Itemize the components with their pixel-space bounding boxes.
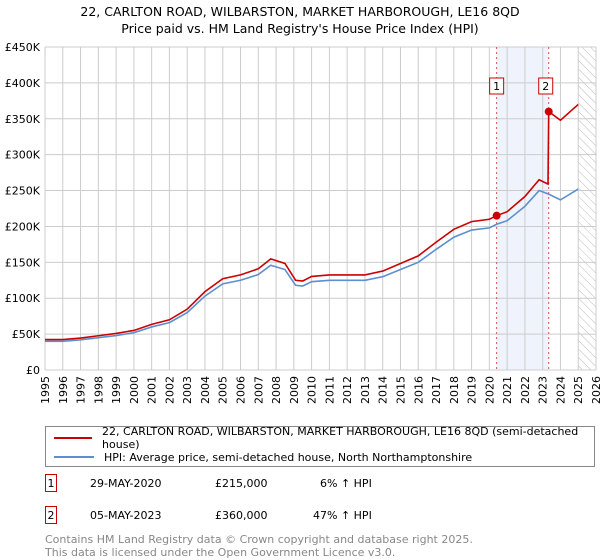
x-tick-label: 1999 [110,376,123,404]
transaction-badge: 2 [45,506,57,524]
price-chart: 1995 1996 1997 1998 1999 2000 2001 2002 2003 2004… [5,41,600,404]
legend-label: 22, CARLTON ROAD, WILBARSTON, MARKET HAR… [102,425,579,451]
x-tick-label: 1995 [39,376,52,404]
x-tick-label: 2023 [537,376,550,404]
sale-badge [538,77,554,95]
sale-badge [489,77,505,95]
chart-subtitle: Price paid vs. HM Land Registry's House … [121,21,479,36]
legend: 22, CARLTON ROAD, WILBARSTON, MARKET HAR… [45,425,595,467]
x-tick-label: 2000 [128,376,141,404]
x-tick-label: 2010 [306,376,319,404]
forecast-hatch [578,47,596,370]
x-tick-label: 2011 [323,376,336,404]
chart-title: 22, CARLTON ROAD, WILBARSTON, MARKET HAR… [80,4,520,19]
x-tick-label: 2008 [270,376,283,404]
sale-badge-label: 1 [493,80,500,93]
y-tick-label: £400K [5,77,41,90]
x-tick-label: 2001 [146,376,159,404]
x-tick-label: 2020 [483,376,496,404]
y-tick-label: £0 [26,364,40,377]
y-tick-label: £450K [5,41,41,54]
x-tick-label: 2026 [590,376,600,404]
x-tick-label: 2005 [217,376,230,404]
legend-item-property: 22, CARLTON ROAD, WILBARSTON, MARKET HAR… [54,425,594,451]
y-tick-label: £350K [5,113,41,126]
transaction-row: 2 05-MAY-2023 £360,000 47% ↑ HPI [45,506,545,526]
sale-point [544,107,553,116]
x-tick-label: 1998 [92,376,105,404]
x-tick-label: 2003 [181,376,194,404]
property-price-line [45,103,579,341]
footer-copyright: Contains HM Land Registry data © Crown c… [45,533,473,546]
y-tick-label: £200K [5,220,41,233]
x-tick-label: 2025 [572,376,585,404]
transaction-price: £360,000 [215,509,268,522]
x-tick-label: 2021 [501,376,514,404]
x-tick-label: 2013 [359,376,372,404]
x-tick-label: 2017 [430,376,443,404]
hpi-line [45,188,579,343]
x-tick-label: 1996 [57,376,70,404]
y-tick-label: £250K [5,185,41,198]
transaction-row: 1 29-MAY-2020 £215,000 6% ↑ HPI [45,474,545,494]
x-tick-label: 2012 [341,376,354,404]
x-tick-label: 2006 [235,376,248,404]
legend-label: HPI: Average price, semi-detached house,… [104,450,473,464]
y-tick-label: £100K [5,292,41,305]
footer: Contains HM Land Registry data © Crown c… [45,533,473,559]
x-tick-label: 2004 [199,376,212,404]
transaction-badge: 1 [45,474,57,492]
x-tick-label: 1997 [75,376,88,404]
x-tick-label: 2019 [466,376,479,404]
transaction-delta: 47% ↑ HPI [313,509,372,522]
sale-badge-label: 2 [542,80,549,93]
x-tick-label: 2015 [394,376,407,404]
transaction-delta: 6% ↑ HPI [320,477,372,490]
transaction-date: 05-MAY-2023 [90,509,162,522]
sale-point [492,211,501,220]
y-tick-label: £50K [12,328,41,341]
y-tick-label: £300K [5,149,41,162]
x-tick-label: 2009 [288,376,301,404]
transaction-price: £215,000 [215,477,268,490]
legend-swatch-red [54,437,93,439]
footer-licence: This data is licensed under the Open Gov… [45,546,396,559]
legend-swatch-blue [54,456,94,458]
x-tick-label: 2014 [377,376,390,404]
legend-item-hpi: HPI: Average price, semi-detached house,… [54,449,472,465]
x-tick-label: 2007 [252,376,265,404]
x-tick-label: 2018 [448,376,461,404]
x-tick-label: 2016 [412,376,425,404]
x-tick-label: 2002 [163,376,176,404]
y-tick-label: £150K [5,256,41,269]
transaction-date: 29-MAY-2020 [90,477,162,490]
x-tick-label: 2022 [519,376,532,404]
x-tick-label: 2024 [554,376,567,404]
